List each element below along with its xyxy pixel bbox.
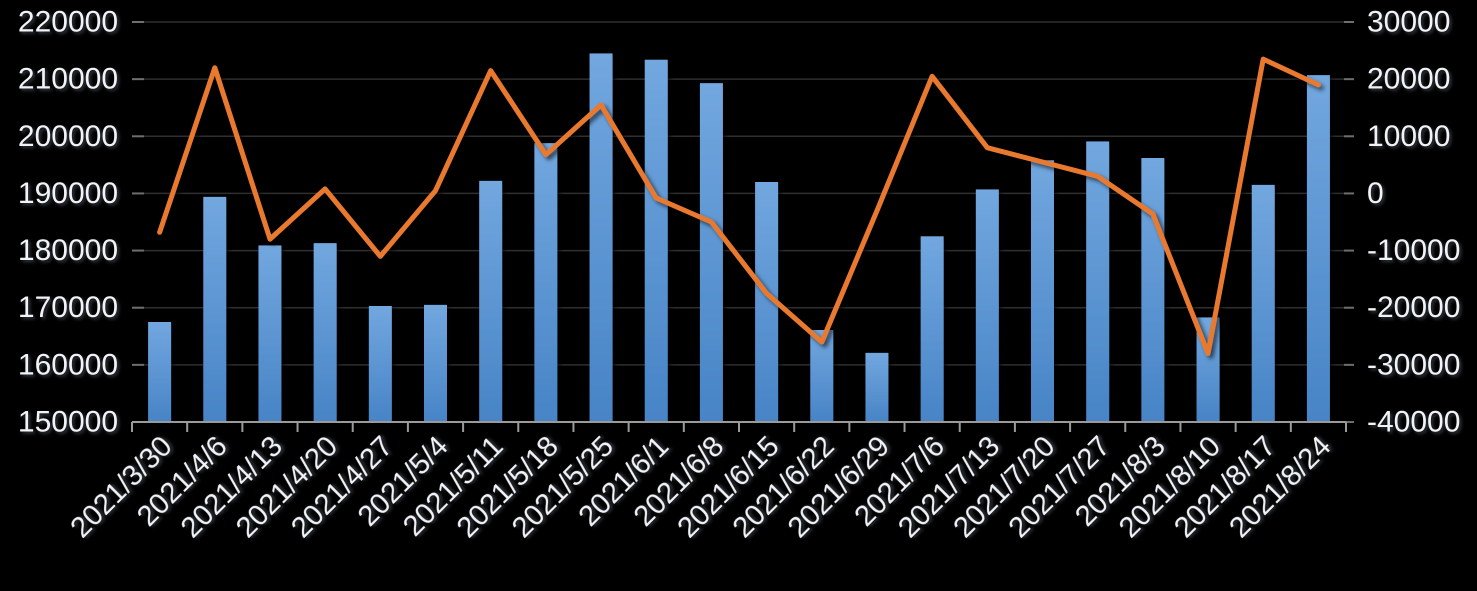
bar <box>755 182 779 422</box>
right-axis-tick-label: 30000 <box>1367 6 1450 39</box>
bar <box>975 189 999 422</box>
bar <box>589 53 613 423</box>
bar <box>1031 160 1054 423</box>
right-axis-tick-label: 10000 <box>1367 120 1450 153</box>
left-axis-tick-label: 210000 <box>18 63 118 96</box>
bar <box>424 304 447 422</box>
bar <box>810 330 834 422</box>
bar <box>1251 184 1275 422</box>
bar <box>258 245 282 422</box>
bar-series <box>148 53 1330 423</box>
left-axis-tick-label: 200000 <box>18 120 118 153</box>
bar <box>203 196 227 422</box>
right-axis-tick-label: 20000 <box>1367 63 1450 96</box>
left-axis-tick-label: 160000 <box>18 348 118 381</box>
line-series <box>157 56 1321 356</box>
bar <box>920 236 944 422</box>
bar <box>148 322 172 422</box>
right-axis-tick-label: 0 <box>1367 177 1384 210</box>
bar <box>1086 141 1110 422</box>
left-axis-tick-label: 180000 <box>18 234 118 267</box>
bar <box>313 243 337 422</box>
bar <box>1306 75 1330 423</box>
right-axis-tick-label: -30000 <box>1367 348 1460 381</box>
left-axis-tick-label: 190000 <box>18 177 118 210</box>
right-axis-tick-label: -20000 <box>1367 291 1460 324</box>
bar <box>368 306 392 422</box>
right-axis-tick-label: -40000 <box>1367 406 1460 439</box>
right-axis-tick-label: -10000 <box>1367 234 1460 267</box>
bar <box>865 352 889 422</box>
bar <box>1141 158 1165 422</box>
trend-line <box>157 56 1321 356</box>
bar <box>479 180 503 422</box>
bar <box>699 83 723 423</box>
bar <box>644 59 668 422</box>
left-axis-tick-label: 150000 <box>18 406 118 439</box>
left-axis-tick-label: 170000 <box>18 291 118 324</box>
bar <box>534 143 558 422</box>
left-axis-tick-label: 220000 <box>18 6 118 39</box>
